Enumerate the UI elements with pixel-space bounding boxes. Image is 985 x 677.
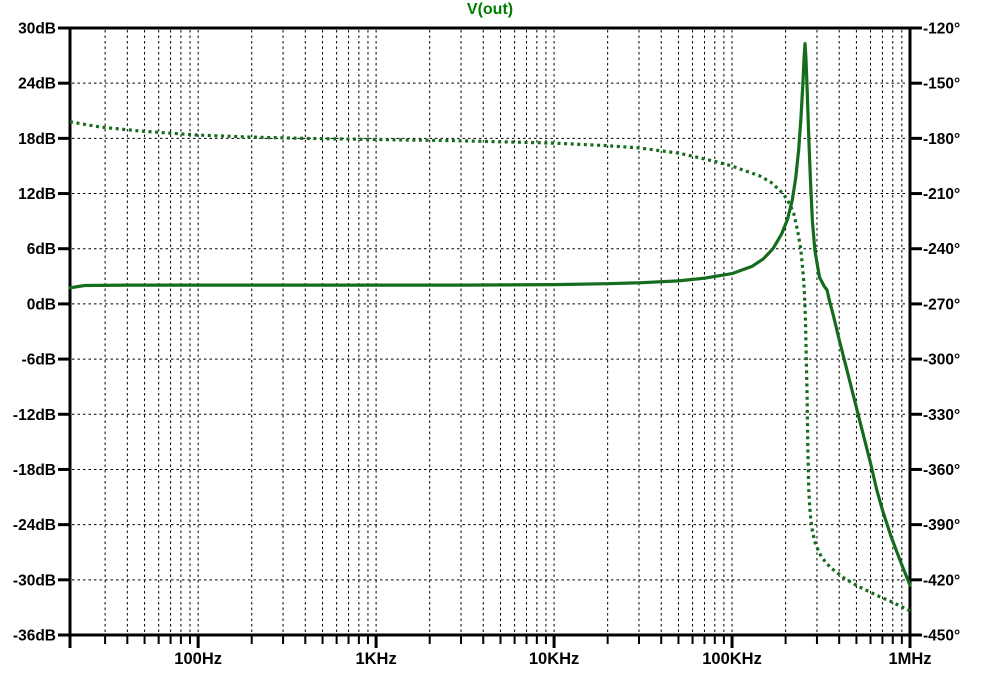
x-axis-tick-label: 1MHz xyxy=(888,650,931,668)
right-axis-tick-label: -150° xyxy=(923,76,960,93)
left-axis-tick-label: -30dB xyxy=(13,572,56,589)
left-axis-tick-label: 18dB xyxy=(18,131,56,148)
left-axis-tick-label: -24dB xyxy=(13,517,56,534)
left-axis-tick-label: -12dB xyxy=(13,407,56,424)
right-axis-tick-label: -210° xyxy=(923,186,960,203)
right-axis-tick-label: -300° xyxy=(923,352,960,369)
right-axis-tick-label: -120° xyxy=(923,21,960,38)
right-axis-tick-label: -420° xyxy=(923,572,960,589)
x-axis-tick-label: 100Hz xyxy=(174,650,222,668)
left-axis-tick-label: 0dB xyxy=(27,296,56,313)
left-axis-tick-label: 24dB xyxy=(18,76,56,93)
magnitude-trace xyxy=(68,41,912,587)
right-axis-tick-label: -360° xyxy=(923,462,960,479)
x-axis-tick-label: 100KHz xyxy=(702,650,762,668)
left-axis-tick-label: -6dB xyxy=(22,352,56,369)
right-axis-tick-label: -450° xyxy=(923,628,960,645)
left-axis-tick-label: -36dB xyxy=(13,628,56,645)
right-axis-tick-label: -240° xyxy=(923,241,960,258)
right-axis-tick-label: -390° xyxy=(923,517,960,534)
plot-border xyxy=(68,26,912,637)
x-axis-tick-label: 10KHz xyxy=(529,650,579,668)
left-axis-tick-label: 12dB xyxy=(18,186,56,203)
left-axis-tick-label: -18dB xyxy=(13,462,56,479)
right-axis-tick-label: -330° xyxy=(923,407,960,424)
phase-trace xyxy=(69,120,911,613)
right-axis-tick-label: -180° xyxy=(923,131,960,148)
left-axis-tick-label: 30dB xyxy=(18,21,56,38)
right-axis-tick-label: -270° xyxy=(923,296,960,313)
trace-title[interactable]: V(out) xyxy=(466,1,514,18)
left-axis-tick-label: 6dB xyxy=(27,241,56,258)
x-axis-tick-label: 1KHz xyxy=(355,650,396,668)
